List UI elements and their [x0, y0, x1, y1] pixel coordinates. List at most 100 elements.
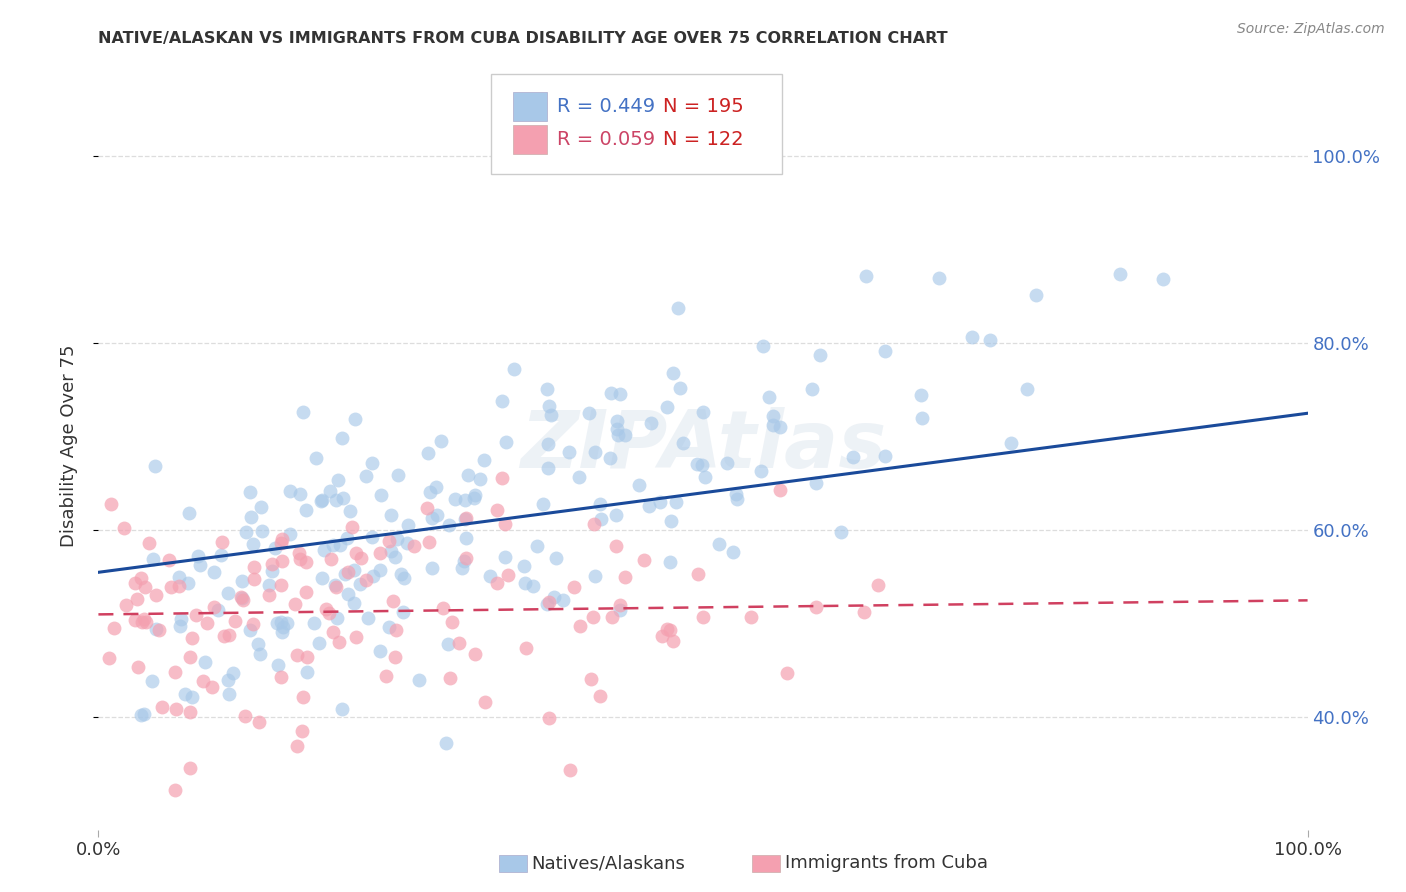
Point — [544, 551, 567, 566]
Point — [304, 451, 326, 466]
Point — [135, 615, 157, 630]
Point — [270, 615, 292, 629]
Point — [288, 546, 311, 560]
Point — [288, 552, 311, 566]
Point — [322, 625, 344, 640]
Point — [218, 628, 240, 642]
Point — [138, 535, 160, 549]
Point — [124, 613, 146, 627]
Point — [478, 568, 501, 582]
Point — [537, 399, 560, 413]
Point — [302, 615, 325, 630]
Point — [451, 561, 474, 575]
Point — [396, 518, 419, 533]
Point — [129, 708, 152, 723]
Point — [381, 594, 404, 608]
Point — [569, 619, 592, 633]
Point — [297, 649, 319, 664]
Point — [115, 598, 138, 612]
Point — [344, 412, 367, 426]
Point — [214, 629, 236, 643]
Point — [211, 535, 233, 549]
Point — [693, 469, 716, 483]
Point — [311, 571, 333, 585]
Point — [432, 601, 454, 615]
Point — [243, 572, 266, 586]
Point — [609, 598, 631, 612]
Point — [672, 436, 695, 450]
Point — [538, 595, 561, 609]
Point — [332, 491, 354, 506]
Point — [911, 410, 934, 425]
Point — [322, 538, 344, 552]
Point — [249, 647, 271, 661]
Text: ZIPAtlas: ZIPAtlas — [520, 407, 886, 485]
Point — [513, 575, 536, 590]
Point — [267, 658, 290, 673]
Point — [378, 620, 401, 634]
Point — [716, 456, 738, 470]
Point — [640, 416, 662, 430]
Point — [979, 334, 1001, 348]
Point — [392, 571, 415, 585]
Point — [239, 485, 262, 500]
Point — [472, 453, 495, 467]
Point — [454, 531, 477, 545]
Point — [349, 551, 371, 566]
Point — [336, 566, 359, 580]
Point — [662, 366, 685, 380]
Point — [419, 485, 441, 500]
Point — [209, 549, 232, 563]
Point — [291, 724, 314, 739]
Point — [454, 511, 477, 525]
Point — [312, 542, 335, 557]
Point — [218, 687, 240, 701]
Point — [233, 708, 256, 723]
FancyBboxPatch shape — [492, 74, 782, 174]
Point — [659, 514, 682, 528]
Point — [143, 459, 166, 474]
Point — [330, 431, 353, 445]
Point — [165, 702, 187, 716]
Point — [408, 673, 430, 687]
Point — [600, 386, 623, 401]
Point — [315, 602, 337, 616]
Point — [160, 580, 183, 594]
Point — [127, 591, 149, 606]
Point — [291, 405, 314, 419]
Point — [558, 445, 581, 459]
Point — [491, 393, 513, 408]
Point — [522, 579, 544, 593]
Point — [389, 566, 412, 581]
Point — [309, 494, 332, 508]
Point — [425, 480, 447, 494]
Point — [579, 672, 602, 686]
Point — [278, 526, 301, 541]
Point — [562, 580, 585, 594]
Point — [725, 492, 748, 507]
Point — [112, 521, 135, 535]
Point — [402, 539, 425, 553]
Point — [464, 488, 486, 502]
Point — [134, 580, 156, 594]
Point — [257, 578, 280, 592]
Point — [688, 567, 710, 582]
Point — [658, 623, 681, 637]
Point — [669, 381, 692, 395]
Point — [145, 622, 167, 636]
Point — [157, 553, 180, 567]
Point — [416, 446, 439, 460]
Point — [129, 571, 152, 585]
Point — [224, 614, 246, 628]
Point — [536, 597, 558, 611]
Point — [589, 689, 612, 703]
Point — [502, 362, 524, 376]
Point — [740, 610, 762, 624]
Point — [725, 487, 748, 501]
Text: Natives/Alaskans: Natives/Alaskans — [531, 855, 685, 872]
Point — [707, 536, 730, 550]
Point — [384, 650, 406, 665]
Point — [456, 551, 478, 566]
Point — [515, 641, 537, 656]
Point — [606, 428, 628, 442]
